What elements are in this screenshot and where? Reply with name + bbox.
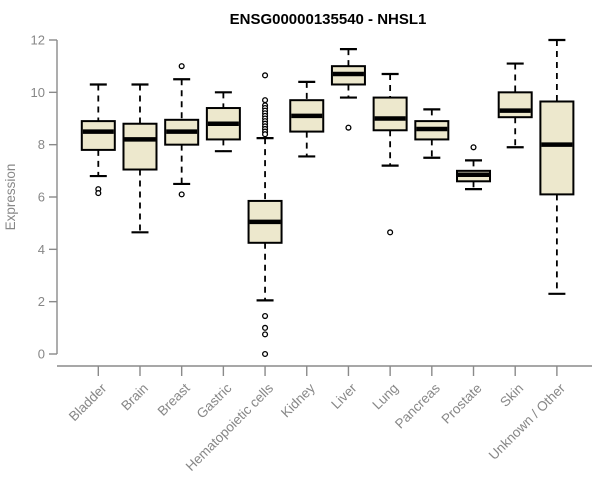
outlier-point-prostate	[470, 144, 477, 151]
outlier-point-breast	[178, 191, 185, 198]
outlier-point-liver	[345, 124, 352, 131]
x-tick-label-breast: Breast	[155, 380, 193, 418]
x-tick-label-brain: Brain	[118, 381, 151, 414]
y-tick-label: 10	[31, 85, 45, 100]
x-tick-label-kidney: Kidney	[278, 380, 318, 420]
x-tick-label-skin: Skin	[497, 381, 526, 410]
y-tick-label: 4	[38, 242, 45, 257]
box-lung	[372, 96, 408, 132]
outlier-point-bladder	[95, 190, 102, 197]
x-tick-label-gastric: Gastric	[194, 380, 235, 421]
x-tick-label-lung: Lung	[369, 381, 401, 413]
outlier-point-hematopoietic-cells	[262, 324, 269, 331]
x-tick-label-liver: Liver	[328, 380, 360, 412]
outlier-point-hematopoietic-cells	[262, 350, 269, 358]
box-skin	[497, 91, 533, 119]
y-tick-label: 6	[38, 190, 45, 205]
x-tick-label-unknown-other: Unknown / Other	[486, 380, 569, 463]
y-tick-label: 0	[38, 347, 45, 362]
outlier-point-hematopoietic-cells	[262, 131, 269, 138]
y-tick-label: 12	[31, 33, 45, 48]
chart-title: ENSG00000135540 - NHSL1	[230, 11, 427, 28]
y-tick-label: 8	[38, 137, 45, 152]
outlier-point-hematopoietic-cells	[262, 72, 269, 79]
box-brain	[122, 122, 158, 171]
x-tick-label-prostate: Prostate	[438, 381, 484, 427]
y-axis-label: Expression	[3, 164, 18, 231]
outlier-point-breast	[178, 63, 185, 70]
box-bladder	[80, 120, 116, 151]
box-unknown-other	[539, 100, 575, 196]
outlier-point-lung	[387, 229, 394, 236]
outlier-point-hematopoietic-cells	[262, 331, 269, 338]
outlier-point-hematopoietic-cells	[262, 97, 269, 104]
outlier-point-hematopoietic-cells	[262, 313, 269, 320]
y-tick-label: 2	[38, 294, 45, 309]
x-tick-label-pancreas: Pancreas	[392, 380, 443, 431]
x-tick-label-bladder: Bladder	[66, 380, 110, 424]
